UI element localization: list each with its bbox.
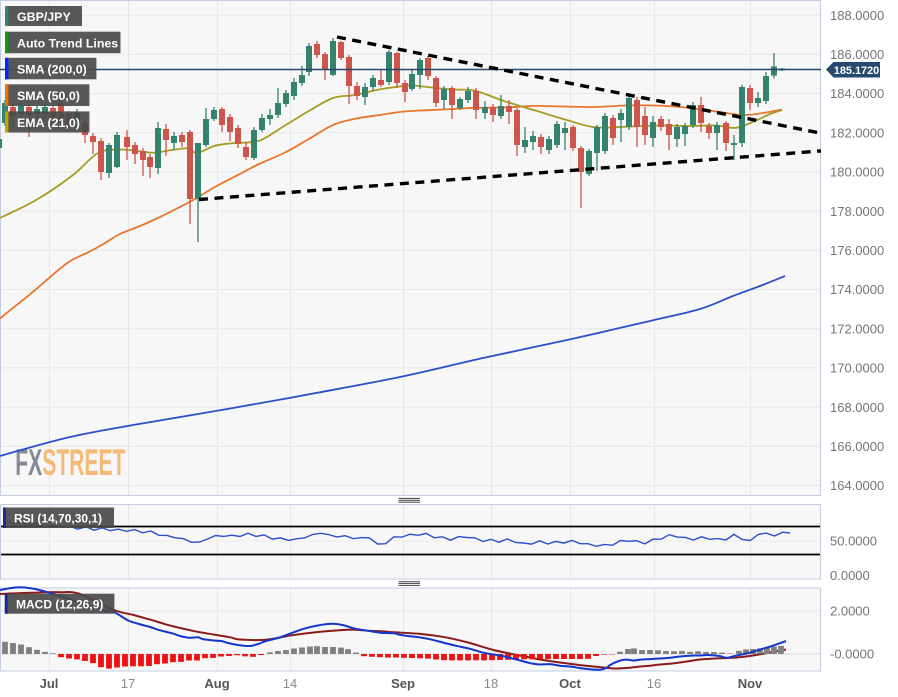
- svg-text:Nov: Nov: [738, 676, 763, 691]
- svg-text:166.0000: 166.0000: [830, 439, 884, 454]
- svg-text:16: 16: [647, 676, 661, 691]
- svg-text:182.0000: 182.0000: [830, 125, 884, 140]
- svg-text:188.0000: 188.0000: [830, 8, 884, 23]
- svg-text:Sep: Sep: [391, 676, 415, 691]
- svg-text:14: 14: [283, 676, 297, 691]
- svg-text:0.0000: 0.0000: [830, 568, 870, 583]
- svg-text:Oct: Oct: [559, 676, 581, 691]
- svg-text:186.0000: 186.0000: [830, 47, 884, 62]
- svg-text:172.0000: 172.0000: [830, 321, 884, 336]
- svg-text:185.1720: 185.1720: [834, 65, 879, 77]
- svg-text:17: 17: [121, 676, 135, 691]
- svg-text:MACD (12,26,9): MACD (12,26,9): [16, 597, 103, 611]
- svg-text:184.0000: 184.0000: [830, 86, 884, 101]
- svg-text:178.0000: 178.0000: [830, 204, 884, 219]
- svg-text:SMA (200,0): SMA (200,0): [17, 62, 87, 76]
- svg-text:Auto Trend Lines: Auto Trend Lines: [17, 36, 118, 50]
- svg-text:RSI (14,70,30,1): RSI (14,70,30,1): [14, 511, 102, 525]
- svg-text:168.0000: 168.0000: [830, 400, 884, 415]
- svg-text:164.0000: 164.0000: [830, 478, 884, 493]
- svg-text:SMA (50,0): SMA (50,0): [17, 89, 80, 103]
- svg-text:50.0000: 50.0000: [830, 534, 877, 549]
- svg-text:GBP/JPY: GBP/JPY: [17, 10, 71, 24]
- svg-text:FXSTREET: FXSTREET: [15, 443, 126, 484]
- svg-text:2.0000: 2.0000: [830, 604, 870, 619]
- svg-text:Jul: Jul: [40, 676, 59, 691]
- svg-text:Aug: Aug: [204, 676, 229, 691]
- svg-text:174.0000: 174.0000: [830, 282, 884, 297]
- svg-text:18: 18: [484, 676, 498, 691]
- svg-text:EMA (21,0): EMA (21,0): [17, 116, 80, 130]
- svg-text:-0.0000: -0.0000: [830, 647, 874, 662]
- svg-text:170.0000: 170.0000: [830, 361, 884, 376]
- svg-text:180.0000: 180.0000: [830, 165, 884, 180]
- svg-text:176.0000: 176.0000: [830, 243, 884, 258]
